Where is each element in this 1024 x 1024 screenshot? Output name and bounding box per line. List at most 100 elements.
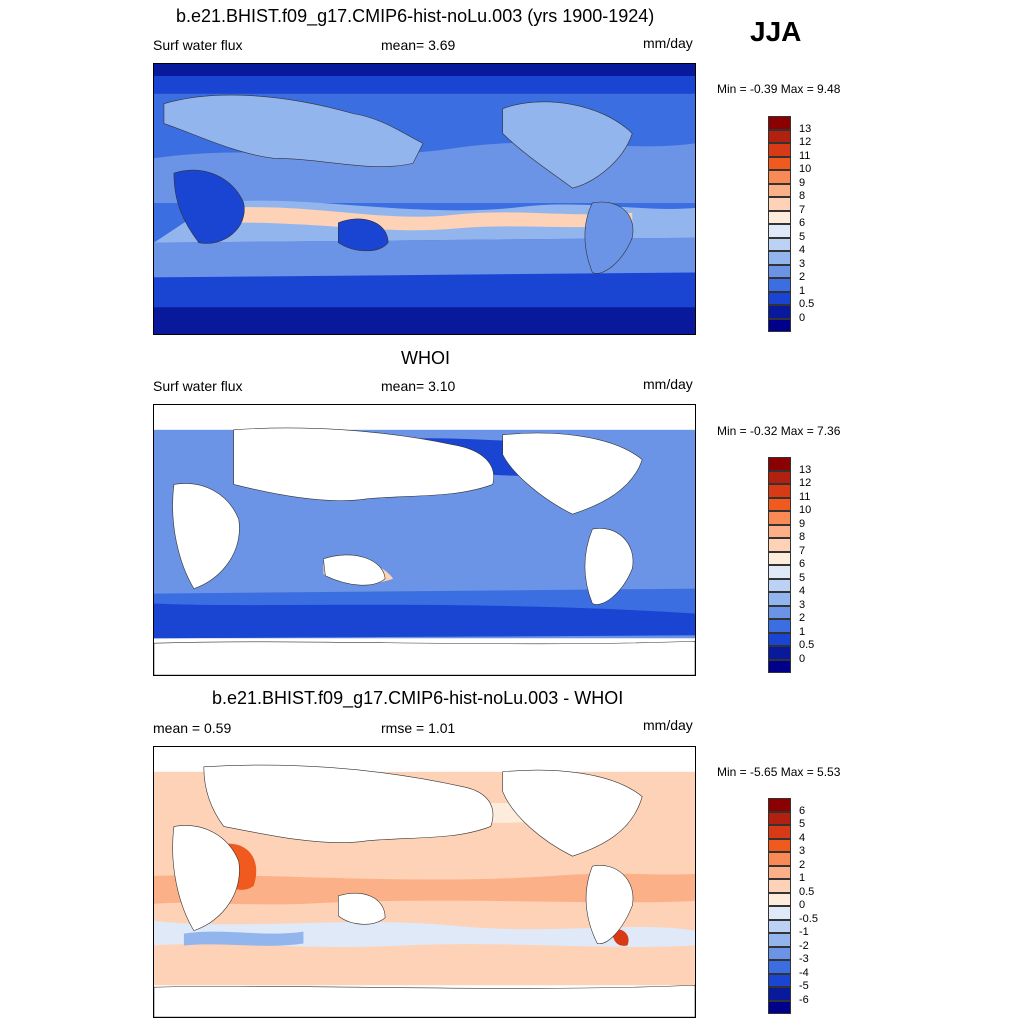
colorbar-cell xyxy=(768,879,791,893)
colorbar-label: 1 xyxy=(799,625,806,638)
colorbar-cell xyxy=(768,538,791,552)
panel-1-minmax: Min = -0.39 Max = 9.48 xyxy=(717,82,841,96)
colorbar-label: 7 xyxy=(799,544,806,557)
colorbar-label: 4 xyxy=(799,244,806,256)
colorbar-label: 8 xyxy=(799,190,806,202)
colorbar-label: 2 xyxy=(799,271,806,283)
panel-2-minmax: Min = -0.32 Max = 7.36 xyxy=(717,424,841,438)
panel-3-colorbar: 6 5 4 3 2 1 0.5 0 -0.5 -1 -2 -3 -4 -5 -6 xyxy=(768,798,818,1014)
colorbar-label: 0 xyxy=(799,652,806,665)
colorbar-label: 6 xyxy=(799,558,806,570)
colorbar-cell xyxy=(768,659,791,673)
colorbar-label: 3 xyxy=(799,598,806,611)
colorbar-label: 12 xyxy=(799,136,812,148)
colorbar-label: 2 xyxy=(799,612,806,624)
colorbar-cell xyxy=(768,251,791,265)
colorbar-cell xyxy=(768,511,791,525)
colorbar-cell xyxy=(768,129,791,143)
colorbar-label: 0 xyxy=(799,311,806,324)
colorbar-label: 1 xyxy=(799,284,806,297)
colorbar-label: 5 xyxy=(799,571,806,584)
colorbar-label: 6 xyxy=(799,804,806,817)
colorbar-cell xyxy=(768,264,791,278)
colorbar-cell xyxy=(768,811,791,825)
colorbar-cell xyxy=(768,318,791,332)
colorbar-label: 4 xyxy=(799,585,806,597)
colorbar-label: 3 xyxy=(799,257,806,270)
colorbar-label: -0.5 xyxy=(799,912,818,925)
colorbar-label: 13 xyxy=(799,122,812,135)
colorbar-label: 9 xyxy=(799,517,806,530)
panel-2-left-label: Surf water flux xyxy=(153,378,243,394)
colorbar-label: 9 xyxy=(799,176,806,189)
colorbar-cell xyxy=(768,551,791,565)
colorbar-cell xyxy=(768,497,791,511)
colorbar-label: 11 xyxy=(799,490,811,503)
colorbar-label: -1 xyxy=(799,926,809,938)
colorbar-cell xyxy=(768,632,791,646)
colorbar-cell xyxy=(768,946,791,960)
colorbar-cell xyxy=(768,183,791,197)
colorbar-cell xyxy=(768,470,791,484)
panel-3-units: mm/day xyxy=(643,717,693,733)
panel-2-map xyxy=(153,404,696,676)
colorbar-cell xyxy=(768,578,791,592)
colorbar-cell xyxy=(768,919,791,933)
colorbar-cell xyxy=(768,865,791,879)
colorbar-cell xyxy=(768,973,791,987)
colorbar-cell xyxy=(768,592,791,606)
panel-2-units: mm/day xyxy=(643,376,693,392)
season-label: JJA xyxy=(750,16,802,47)
colorbar-label: 5 xyxy=(799,230,806,243)
colorbar-label: 10 xyxy=(799,163,812,175)
panel-3-left-label: mean = 0.59 xyxy=(153,720,232,736)
colorbar-label: -5 xyxy=(799,980,809,992)
panel-1-mean: mean= 3.69 xyxy=(381,37,456,53)
colorbar-cell xyxy=(768,116,791,130)
colorbar-label: 12 xyxy=(799,477,812,489)
panel-2-title: WHOI xyxy=(401,348,450,368)
colorbar-cell xyxy=(768,987,791,1001)
colorbar-label: -3 xyxy=(799,953,809,965)
colorbar-label: 0.5 xyxy=(799,298,815,310)
colorbar-cell xyxy=(768,1000,791,1014)
colorbar-cell xyxy=(768,838,791,852)
colorbar-label: 0.5 xyxy=(799,639,815,651)
colorbar-cell xyxy=(768,237,791,251)
colorbar-label: 5 xyxy=(799,818,806,830)
colorbar-cell xyxy=(768,457,791,471)
panel-1-title: b.e21.BHIST.f09_g17.CMIP6-hist-noLu.003 … xyxy=(176,6,655,26)
colorbar-label: 6 xyxy=(799,217,806,229)
panel-3-rmse: rmse = 1.01 xyxy=(381,720,456,736)
colorbar-label: -2 xyxy=(799,939,809,952)
colorbar-cell xyxy=(768,484,791,498)
panel-1-map xyxy=(153,63,696,335)
colorbar-cell xyxy=(768,143,791,157)
colorbar-cell xyxy=(768,852,791,866)
colorbar-cell xyxy=(768,619,791,633)
panel-2-colorbar: 13 12 11 10 9 8 7 6 5 4 3 2 1 0.5 0 xyxy=(768,457,814,673)
colorbar-cell xyxy=(768,646,791,660)
colorbar-label: 3 xyxy=(799,845,806,857)
colorbar-cell xyxy=(768,565,791,579)
panel-1-left-label: Surf water flux xyxy=(153,37,243,53)
colorbar-cell xyxy=(768,224,791,238)
colorbar-cell xyxy=(768,278,791,292)
colorbar-label: 4 xyxy=(799,831,806,844)
colorbar-cell xyxy=(768,210,791,224)
colorbar-cell xyxy=(768,906,791,920)
panel-1-units: mm/day xyxy=(643,35,693,51)
colorbar-label: 0.5 xyxy=(799,885,815,898)
colorbar-cell xyxy=(768,305,791,319)
panel-1-colorbar: 13 12 11 10 9 8 7 6 5 4 3 2 1 0.5 0 xyxy=(768,116,814,332)
colorbar-label: 7 xyxy=(799,203,806,216)
colorbar-cell xyxy=(768,933,791,947)
colorbar-cell xyxy=(768,825,791,839)
panel-3-title: b.e21.BHIST.f09_g17.CMIP6-hist-noLu.003 … xyxy=(212,688,624,708)
colorbar-label: 1 xyxy=(799,872,806,884)
colorbar-cell xyxy=(768,197,791,211)
colorbar-label: 10 xyxy=(799,504,812,516)
colorbar-label: 2 xyxy=(799,858,806,871)
colorbar-cell xyxy=(768,170,791,184)
colorbar-label: -6 xyxy=(799,993,809,1006)
